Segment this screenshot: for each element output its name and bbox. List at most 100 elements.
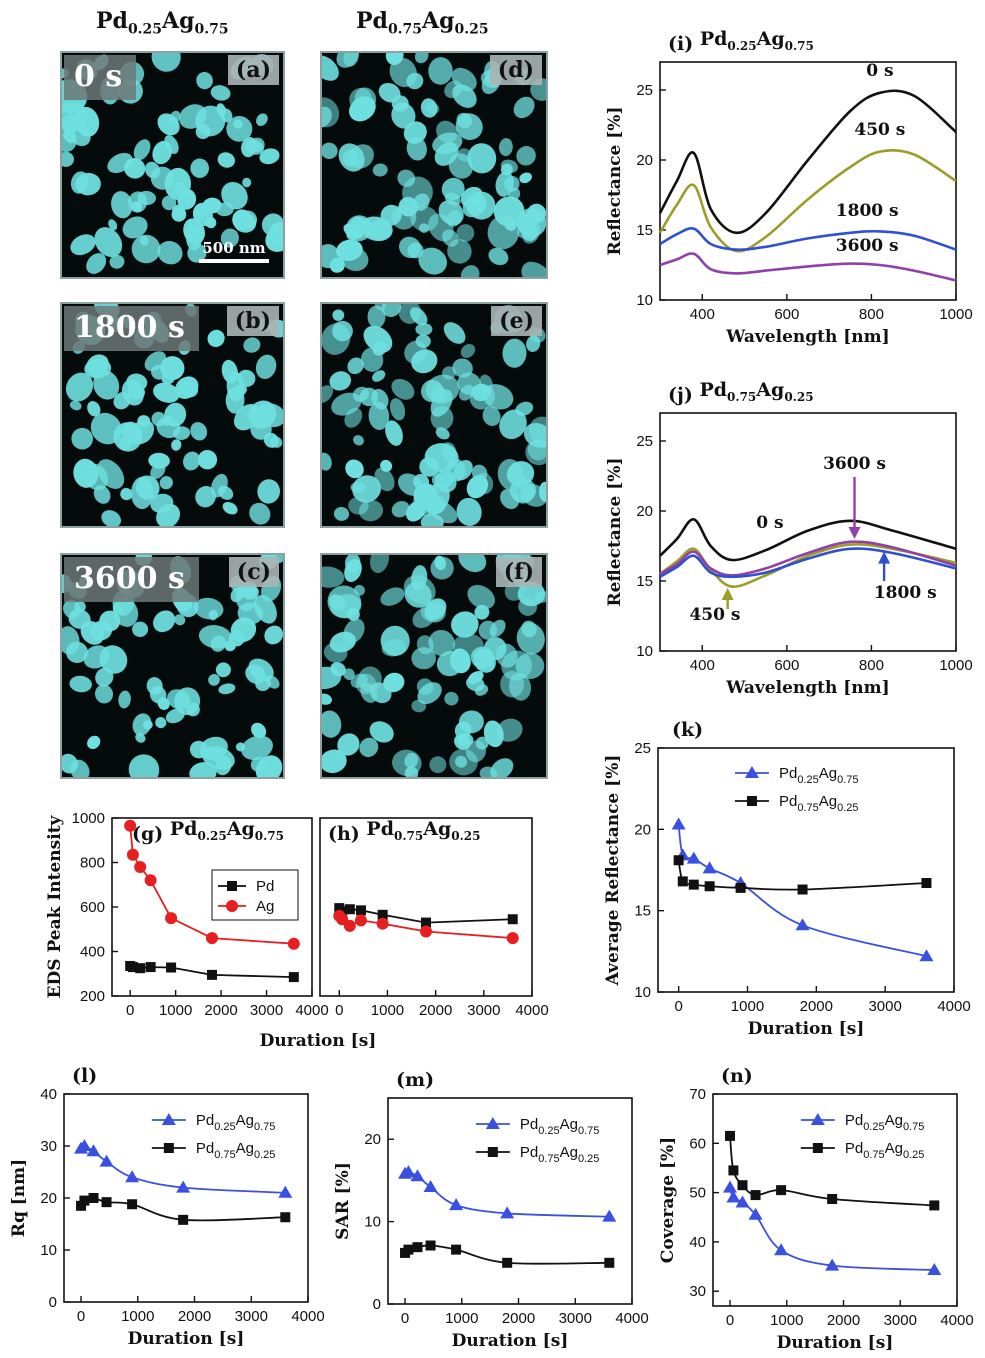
nanoparticle (112, 597, 139, 627)
chart-m: 0 1000 2000 3000 4000 0 10 20 Duration [s] SAR [%… (333, 1069, 649, 1351)
nanoparticle (391, 378, 415, 400)
chart-title: (h) Pd0.75Ag0.25 (328, 818, 481, 845)
legend-label: Pd0.25Ag0.75 (196, 1112, 276, 1133)
nanoparticle (118, 437, 132, 451)
nanoparticle (322, 244, 340, 269)
data-point-triangle (500, 1206, 515, 1219)
y-tick-label: 30 (689, 1283, 706, 1300)
legend-label: Pd0.75Ag0.25 (845, 1140, 925, 1161)
curve-annotation: 450 s (689, 605, 740, 625)
y-tick-label: 25 (636, 433, 653, 450)
series-line-3 (659, 547, 957, 579)
nanoparticle (250, 418, 272, 440)
nanoparticle (467, 143, 497, 174)
nanoparticle (513, 96, 535, 119)
x-tick-label: 1000 (445, 1310, 478, 1327)
data-point-triangle (735, 1195, 750, 1208)
nanoparticle (414, 53, 429, 64)
data-point-circle (226, 900, 238, 912)
nanoparticle (411, 647, 436, 670)
nanoparticle (331, 392, 362, 416)
nanoparticle (516, 146, 536, 166)
nanoparticle (233, 119, 243, 129)
nanoparticle (398, 473, 424, 496)
nanoparticle (222, 501, 238, 515)
data-point-square (163, 1143, 174, 1153)
nanoparticle (419, 457, 439, 477)
x-tick-label: 4000 (295, 1002, 328, 1019)
x-tick-label: 2000 (800, 998, 833, 1015)
nanoparticle (164, 167, 192, 200)
nanoparticle (159, 476, 173, 490)
nanoparticle (436, 120, 458, 143)
nanoparticle (410, 307, 428, 326)
nanoparticle (471, 383, 491, 402)
nanoparticle (242, 177, 252, 188)
data-point-square (412, 1242, 423, 1253)
nanoparticle (397, 169, 416, 187)
nanoparticle (389, 57, 417, 88)
nanoparticle (70, 759, 90, 777)
plot-frame (657, 747, 955, 993)
data-point-triangle (125, 1170, 140, 1183)
nanoparticle (516, 622, 545, 655)
x-tick-label: 2000 (502, 1310, 535, 1327)
panel-label: (d) (489, 55, 542, 85)
data-point-square (502, 1257, 513, 1268)
nanoparticle (389, 398, 406, 421)
x-tick-label: 800 (859, 306, 884, 323)
x-tick-label: 600 (774, 657, 799, 674)
legend-label: Pd0.25Ag0.75 (845, 1112, 925, 1133)
x-tick-label: 0 (401, 1310, 409, 1327)
x-tick-label: 400 (690, 657, 715, 674)
chart-title: (i) Pd0.25Ag0.75 (668, 28, 814, 55)
nanoparticle (322, 323, 351, 355)
nanoparticle (350, 481, 366, 493)
nanoparticle (385, 420, 403, 446)
data-point-square (737, 1180, 748, 1191)
data-point-triangle (919, 949, 934, 962)
nanoparticle (360, 347, 384, 372)
data-point-triangle (602, 1209, 617, 1222)
nanoparticle (506, 461, 535, 487)
data-point-circle (165, 912, 178, 925)
x-tick-label: 600 (774, 306, 799, 323)
nanoparticle (500, 163, 513, 176)
data-point-square (135, 963, 146, 974)
nanoparticle (399, 236, 421, 259)
y-tick-label: 10 (636, 292, 653, 309)
nanoparticle (466, 475, 489, 499)
nanoparticle (193, 597, 224, 620)
nanoparticle (241, 735, 273, 761)
data-point-square (178, 1214, 189, 1225)
data-point-triangle (449, 1198, 464, 1211)
legend-label: Pd0.75Ag0.25 (520, 1144, 600, 1165)
nanoparticle (220, 228, 239, 248)
nanoparticle (178, 382, 199, 398)
data-point-square (812, 1143, 823, 1153)
particle-layer (322, 53, 546, 277)
data-point-square (207, 969, 217, 980)
y-axis-label: Rq [nm] (9, 1159, 29, 1237)
nanoparticle (322, 55, 339, 81)
nanoparticle (128, 191, 148, 213)
nanoparticle (174, 614, 186, 626)
y-tick-label: 20 (636, 152, 653, 169)
nanoparticle (62, 151, 74, 167)
nanoparticle (410, 205, 439, 232)
nanoparticle (343, 618, 365, 644)
nanoparticle (348, 144, 374, 169)
data-point-square (735, 882, 746, 893)
x-tick-label: 400 (690, 306, 715, 323)
annotation-arrow-head (848, 527, 861, 539)
data-point-triangle (927, 1263, 942, 1276)
nanoparticle (369, 555, 390, 574)
nanoparticle (237, 602, 264, 625)
x-tick-label: 0 (77, 1308, 85, 1325)
y-tick-label: 20 (40, 1190, 57, 1207)
data-point-square (827, 1194, 838, 1205)
nanoparticle (173, 426, 191, 440)
data-point-triangle (723, 1180, 738, 1193)
x-tick-label: 1000 (731, 998, 764, 1015)
nanoparticle (353, 435, 364, 446)
